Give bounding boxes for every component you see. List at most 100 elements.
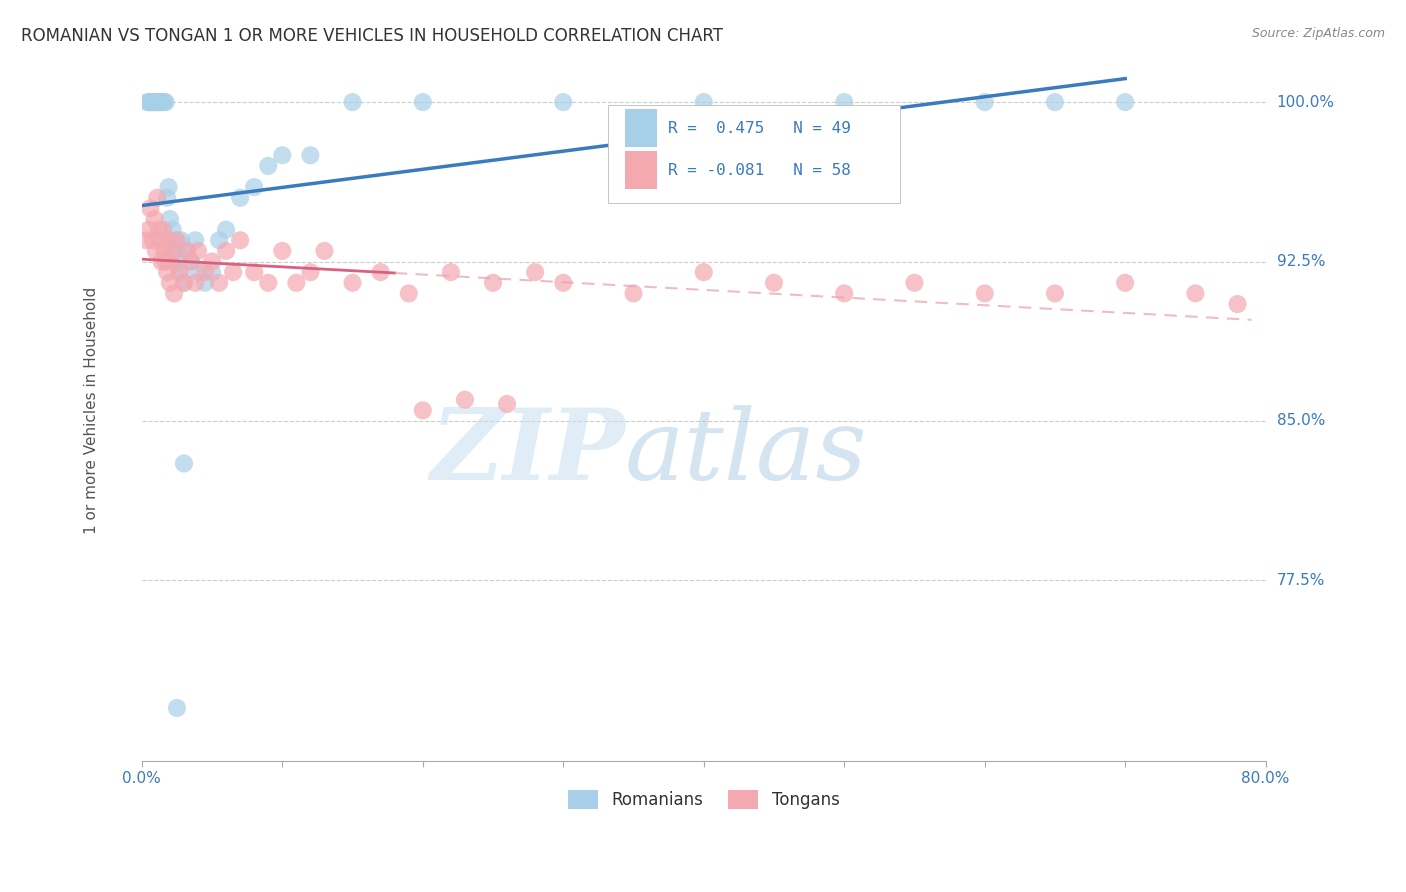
Point	[1043, 95, 1066, 109]
Point	[693, 95, 716, 109]
Point	[271, 244, 294, 258]
Point	[285, 276, 308, 290]
Point	[150, 95, 173, 109]
Point	[162, 222, 184, 236]
Point	[153, 95, 176, 109]
Point	[1184, 286, 1206, 301]
Point	[482, 276, 505, 290]
Point	[496, 397, 519, 411]
Point	[152, 222, 174, 236]
Point	[167, 254, 190, 268]
Point	[146, 95, 169, 109]
Point	[271, 148, 294, 162]
Point	[524, 265, 547, 279]
Point	[229, 233, 252, 247]
Point	[299, 265, 322, 279]
Point	[145, 95, 167, 109]
Point	[139, 95, 162, 109]
Point	[1226, 297, 1249, 311]
Point	[1114, 276, 1136, 290]
Point	[166, 233, 188, 247]
Point	[160, 254, 183, 268]
Text: 85.0%: 85.0%	[1277, 414, 1324, 428]
Point	[176, 244, 198, 258]
Point	[159, 276, 181, 290]
Point	[257, 159, 280, 173]
Point	[148, 95, 170, 109]
Point	[166, 244, 188, 258]
Point	[208, 276, 231, 290]
Point	[163, 286, 186, 301]
Text: R = -0.081   N = 58: R = -0.081 N = 58	[668, 163, 851, 178]
Point	[1043, 286, 1066, 301]
Point	[150, 254, 173, 268]
Point	[162, 244, 184, 258]
Point	[142, 233, 165, 247]
Point	[222, 265, 245, 279]
Point	[173, 276, 195, 290]
Point	[184, 233, 207, 247]
Point	[143, 95, 166, 109]
Point	[159, 212, 181, 227]
Text: R =  0.475   N = 49: R = 0.475 N = 49	[668, 120, 851, 136]
Point	[163, 244, 186, 258]
Point	[215, 222, 238, 236]
Point	[152, 95, 174, 109]
Point	[762, 276, 785, 290]
Point	[169, 265, 191, 279]
Text: 100.0%: 100.0%	[1277, 95, 1334, 110]
Text: 1 or more Vehicles in Household: 1 or more Vehicles in Household	[84, 286, 98, 534]
Point	[170, 233, 193, 247]
Point	[138, 95, 160, 109]
FancyBboxPatch shape	[609, 105, 900, 203]
Point	[169, 265, 191, 279]
Point	[693, 265, 716, 279]
Point	[149, 95, 172, 109]
Point	[243, 265, 266, 279]
Point	[194, 276, 217, 290]
Point	[142, 95, 165, 109]
Point	[973, 286, 995, 301]
Point	[176, 244, 198, 258]
Point	[148, 222, 170, 236]
Point	[156, 265, 179, 279]
Bar	[626, 151, 657, 189]
Point	[138, 222, 160, 236]
Point	[314, 244, 336, 258]
Point	[412, 95, 434, 109]
Point	[299, 148, 322, 162]
Point	[187, 265, 209, 279]
Point	[370, 265, 392, 279]
Text: ZIP: ZIP	[430, 404, 626, 500]
Point	[553, 95, 575, 109]
Point	[184, 276, 207, 290]
Point	[832, 286, 855, 301]
Point	[139, 202, 162, 216]
Point	[173, 457, 195, 471]
Point	[342, 276, 364, 290]
Point	[440, 265, 463, 279]
Point	[208, 233, 231, 247]
Point	[398, 286, 420, 301]
Point	[180, 254, 202, 268]
Point	[141, 95, 163, 109]
Point	[342, 95, 364, 109]
Point	[187, 244, 209, 258]
Point	[136, 95, 159, 109]
Point	[157, 180, 180, 194]
Point	[153, 244, 176, 258]
Point	[143, 212, 166, 227]
Text: Source: ZipAtlas.com: Source: ZipAtlas.com	[1251, 27, 1385, 40]
Point	[257, 276, 280, 290]
Point	[166, 701, 188, 715]
Point	[155, 95, 177, 109]
Point	[623, 286, 645, 301]
Bar	[626, 109, 657, 147]
Point	[832, 95, 855, 109]
Point	[229, 191, 252, 205]
Point	[243, 180, 266, 194]
Point	[157, 233, 180, 247]
Point	[201, 254, 224, 268]
Point	[156, 191, 179, 205]
Point	[146, 191, 169, 205]
